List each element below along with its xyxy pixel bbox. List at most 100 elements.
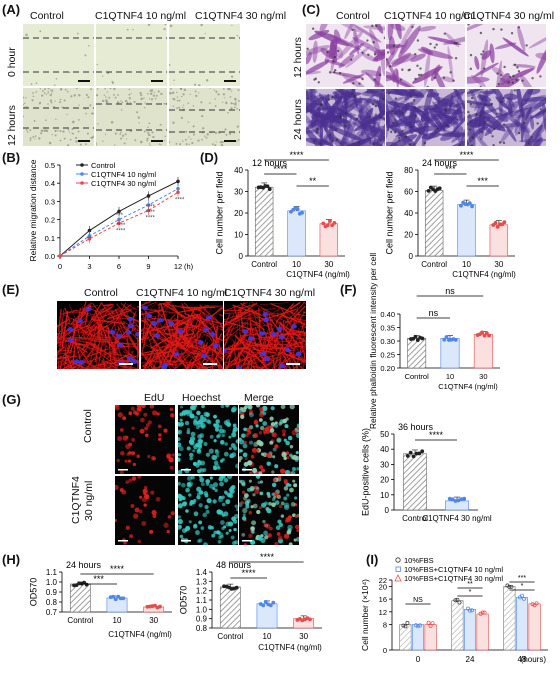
D2-y-tick-label: 20 (404, 231, 413, 240)
G-data-point (453, 499, 458, 503)
G-sig-label: **** (429, 430, 444, 440)
transwell-12h-control (306, 24, 385, 87)
D2-x-label: C1QTNF4 (ng/ml) (452, 270, 516, 279)
D1-y-tick-label: 30 (234, 188, 243, 197)
D2-y-tick-label: 60 (404, 188, 413, 197)
I-bar (451, 600, 464, 651)
g-col-merge: Merge (244, 392, 274, 404)
D2-y-tick-label: 80 (404, 166, 413, 175)
B-legend-label: C1QTNF4 10 ng/ml (91, 170, 156, 179)
I-data-point (482, 610, 487, 615)
G-y-tick-label: 20 (380, 476, 389, 485)
transwell-12h-c10 (386, 24, 465, 87)
F-x-tick-label: Control (405, 372, 430, 381)
F-data-point (442, 337, 447, 342)
F-data-point (420, 336, 425, 341)
scratch-12h-c10 (96, 88, 167, 146)
panel-label-a: (A) (2, 2, 21, 17)
I-data-point (403, 624, 408, 629)
D1-data-point (325, 223, 330, 228)
H2-y-tick-label: 1.2 (196, 587, 208, 596)
G-y-tick-label: 40 (380, 445, 389, 454)
G-data-point (417, 451, 422, 456)
H2-data-point (234, 585, 239, 590)
F-y-tick-label: 0.30 (380, 337, 395, 346)
I-data-point (520, 593, 524, 598)
I-bar (411, 624, 425, 651)
D2-data-point (502, 220, 507, 225)
D1-data-point (321, 221, 326, 226)
D1-bar (254, 186, 274, 257)
H2-sig-label: **** (260, 552, 275, 562)
B-sig-label: **** (146, 216, 156, 222)
F-data-point (480, 330, 485, 335)
G-title: 36 hours (398, 422, 434, 432)
H1-sig-label: *** (93, 574, 104, 584)
transwell-24h-control (306, 89, 385, 146)
a-col-c10: C1QTNF4 10 ng/ml (95, 10, 187, 22)
I-bar (503, 586, 516, 651)
F-bar (473, 333, 493, 369)
G-y-tick-label: 10 (380, 491, 389, 500)
B-sig-label: **** (175, 197, 185, 203)
H1-data-point (121, 596, 126, 601)
H2-y-tick-label: 1.0 (196, 605, 208, 614)
I-data-point (416, 624, 420, 629)
phalloidin-control (57, 301, 139, 369)
F-y-tick-label: 0.20 (380, 364, 395, 373)
H2-y-tick-label: 0.9 (196, 615, 208, 624)
B-sig-label: **** (146, 205, 156, 211)
D1-data-point (328, 219, 332, 223)
I-sig-label: * (469, 589, 472, 596)
D2-data-point (437, 186, 442, 191)
a-col-control: Control (30, 10, 64, 22)
D1-x-tick-label: 30 (324, 260, 333, 269)
F-y-tick-label: 0.40 (380, 310, 395, 319)
H2-x-label: C1QTNF4 (ng/ml) (258, 643, 322, 652)
D1-data-point (332, 221, 337, 225)
B-data-point (58, 254, 62, 258)
I-bar (463, 608, 477, 651)
scratch-0h-c10 (96, 24, 167, 86)
I-legend-label: 10%FBS (404, 556, 434, 565)
g-col-hoechst: Hoechst (182, 392, 221, 404)
scratch-12h-control (23, 88, 94, 146)
H2-y-tick-label: 1.1 (196, 596, 208, 605)
edu-control-merge (239, 405, 299, 474)
I-y-tick-label: 20 (379, 582, 387, 591)
I-y-label: Cell number (×10⁴) (360, 579, 370, 651)
D2-data-point (426, 188, 431, 193)
H1-y-label: OD570 (28, 578, 38, 607)
H2-x-tick-label: 10 (263, 632, 272, 641)
I-data-point (522, 596, 526, 601)
F-y-label: Relative phalloidin fluorescent intensit… (368, 253, 378, 429)
B-sig-label: **** (146, 210, 156, 216)
D2-x-tick-label: 30 (494, 260, 503, 269)
H1-data-point (84, 582, 89, 587)
B-x-label: (h) (184, 262, 194, 271)
D1-data-point (295, 206, 300, 211)
F-y-tick-label: 0.35 (380, 324, 395, 333)
H2-y-tick-label: 0.8 (196, 624, 208, 633)
edu-control-hoechst (178, 405, 238, 474)
D1-y-tick-label: 20 (234, 209, 243, 218)
I-data-point (468, 608, 472, 613)
B-x-tick-label: 0 (58, 262, 62, 271)
D1-y-label: Cell number per field (214, 171, 224, 254)
H2-y-label: OD570 (178, 586, 188, 615)
B-x-tick-label: 3 (87, 262, 91, 271)
B-legend-label: C1QTNF4 30 ng/ml (91, 179, 156, 188)
phalloidin-c30 (224, 301, 306, 369)
I-bar (399, 624, 412, 651)
D1-sig-label: **** (289, 150, 304, 160)
I-data-point (509, 584, 514, 589)
I-y-tick-label: 16 (379, 595, 387, 604)
H1-y-tick-label: 0.8 (46, 598, 58, 607)
D1-y-tick-label: 10 (234, 231, 243, 240)
G-data-point (408, 450, 413, 455)
I-data-point (466, 606, 470, 611)
I-data-point (430, 621, 435, 626)
D2-x-tick-label: 10 (462, 260, 471, 269)
H2-bar (219, 586, 241, 629)
D2-title: 24 hours (422, 158, 458, 168)
